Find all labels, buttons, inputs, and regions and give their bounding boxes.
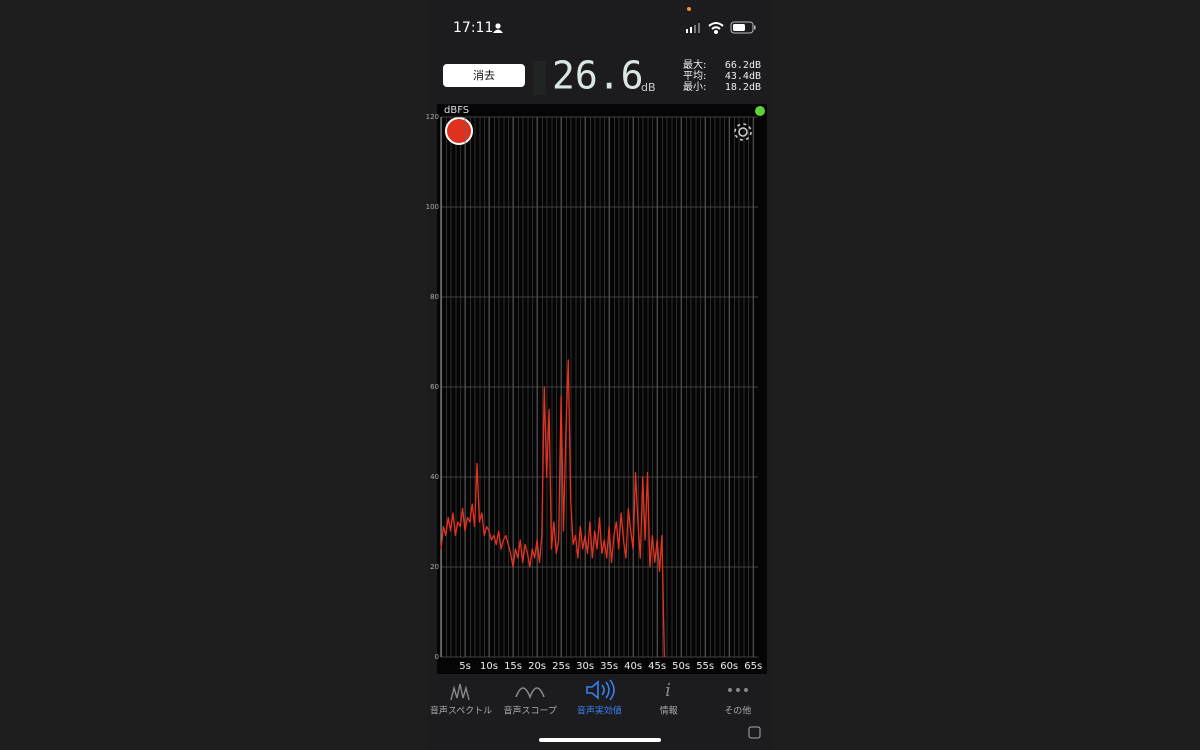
more-icon — [728, 688, 748, 692]
home-indicator — [539, 738, 661, 742]
person-icon — [493, 23, 503, 33]
rms-icon — [586, 679, 615, 701]
tab-label[interactable]: 音声スコープ — [503, 705, 556, 717]
signal-icon — [686, 23, 700, 33]
wifi-icon — [708, 22, 724, 34]
x-tick-label: 50s — [672, 661, 690, 672]
stat-value: 43.4dB — [725, 71, 761, 82]
x-tick-label: 55s — [696, 661, 714, 672]
x-tick-label: 5s — [459, 661, 471, 672]
scan-icon — [748, 726, 761, 739]
stat-value: 18.2dB — [725, 82, 761, 93]
x-tick-label: 10s — [480, 661, 498, 672]
clear-button-label: 消去 — [473, 68, 495, 82]
tab-label[interactable]: 音声実効値 — [577, 705, 622, 717]
settings-button[interactable] — [734, 123, 752, 141]
tab-label[interactable]: その他 — [724, 705, 751, 717]
tab-bar — [427, 674, 773, 750]
y-tick-label: 20 — [430, 563, 439, 571]
info-icon: i — [665, 680, 671, 701]
clear-button[interactable] — [443, 64, 525, 87]
x-tick-label: 30s — [576, 661, 594, 672]
x-tick-label: 40s — [624, 661, 642, 672]
record-button[interactable] — [445, 117, 473, 145]
status-time: 17:11 — [453, 20, 493, 36]
tab-label[interactable]: 音声スペクトル — [430, 705, 492, 717]
privacy-dot — [687, 7, 691, 11]
y-tick-label: 80 — [430, 293, 439, 301]
stat-label: 平均: — [683, 70, 706, 82]
stat-label: 最小: — [683, 81, 706, 93]
x-tick-label: 25s — [552, 661, 570, 672]
y-tick-label: 0 — [435, 653, 439, 661]
x-tick-label: 35s — [600, 661, 618, 672]
spectrum-icon — [450, 683, 470, 701]
level-unit: dB — [641, 81, 656, 94]
scope-icon — [515, 687, 545, 700]
y-tick-label: 40 — [430, 473, 439, 481]
stat-value: 66.2dB — [725, 60, 761, 71]
x-tick-label: 20s — [528, 661, 546, 672]
y-axis-label: dBFS — [444, 105, 469, 116]
digit-background — [533, 61, 546, 95]
x-tick-label: 15s — [504, 661, 522, 672]
tab-label[interactable]: 情報 — [660, 705, 678, 717]
stat-label: 最大: — [683, 58, 706, 71]
y-tick-label: 60 — [430, 383, 439, 391]
x-tick-label: 65s — [744, 661, 762, 672]
level-line — [440, 359, 665, 658]
y-tick-label: 120 — [426, 113, 439, 121]
battery-icon — [730, 21, 756, 34]
x-tick-label: 60s — [720, 661, 738, 672]
y-tick-label: 100 — [426, 203, 439, 211]
level-display: 26.6 — [552, 54, 644, 98]
status-led — [755, 106, 765, 116]
chart-panel — [437, 104, 767, 674]
x-tick-label: 45s — [648, 661, 666, 672]
